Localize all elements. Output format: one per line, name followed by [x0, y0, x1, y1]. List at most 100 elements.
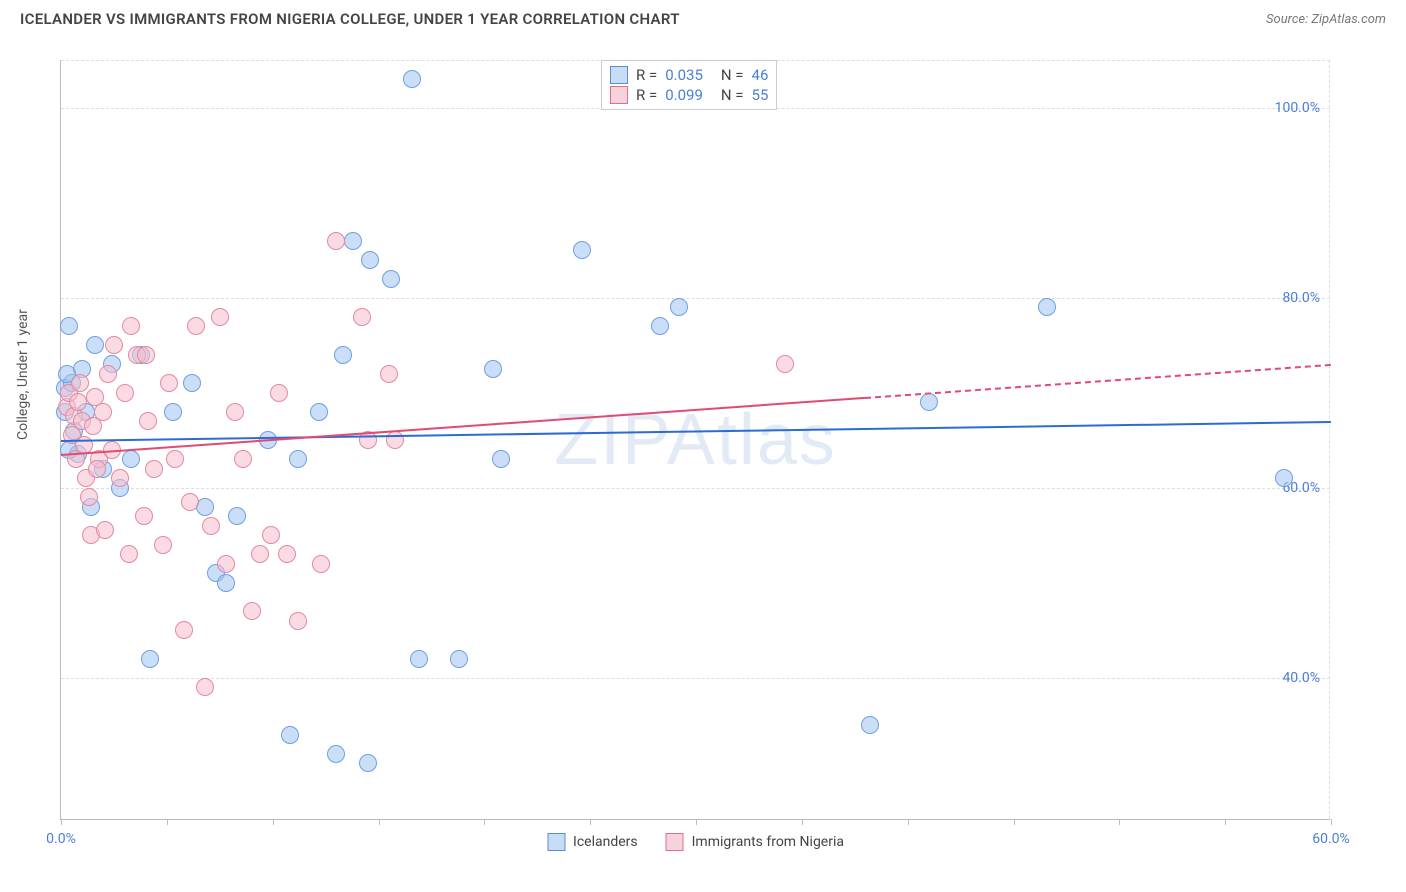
x-tick: [273, 819, 274, 825]
data-point: [1038, 298, 1056, 316]
legend-label: Immigrants from Nigeria: [692, 834, 844, 850]
legend-item: Icelanders: [547, 833, 638, 851]
data-point: [492, 450, 510, 468]
data-point: [135, 507, 153, 525]
data-point: [141, 650, 159, 668]
data-point: [187, 317, 205, 335]
source-credit: Source: ZipAtlas.com: [1266, 12, 1386, 27]
data-point: [359, 754, 377, 772]
data-point: [262, 526, 280, 544]
data-point: [80, 488, 98, 506]
n-value: 46: [752, 66, 769, 84]
legend-swatch: [666, 833, 684, 851]
n-label: N =: [721, 86, 744, 104]
data-point: [380, 365, 398, 383]
data-point: [251, 545, 269, 563]
x-tick: [379, 819, 380, 825]
legend-item: Immigrants from Nigeria: [666, 833, 844, 851]
data-point: [334, 346, 352, 364]
data-point: [450, 650, 468, 668]
data-point: [84, 417, 102, 435]
data-point: [122, 317, 140, 335]
data-point: [573, 241, 591, 259]
n-value: 55: [752, 86, 769, 104]
trend-line: [61, 397, 865, 456]
data-point: [361, 251, 379, 269]
r-label: R =: [636, 86, 657, 104]
data-point: [327, 232, 345, 250]
x-tick: [167, 819, 168, 825]
chart-container: College, Under 1 year ZIPAtlas 40.0%60.0…: [20, 40, 1386, 872]
x-tick: [1119, 819, 1120, 825]
data-point: [160, 374, 178, 392]
y-tick-label: 80.0%: [1282, 290, 1320, 306]
r-value: 0.099: [665, 86, 703, 104]
x-tick: [590, 819, 591, 825]
data-point: [99, 365, 117, 383]
data-point: [202, 517, 220, 535]
data-point: [60, 317, 78, 335]
data-point: [484, 360, 502, 378]
data-point: [278, 545, 296, 563]
x-tick: [802, 819, 803, 825]
data-point: [69, 393, 87, 411]
data-point: [312, 555, 330, 573]
x-tick: [1225, 819, 1226, 825]
data-point: [71, 374, 89, 392]
data-point: [88, 460, 106, 478]
x-tick-label: 0.0%: [46, 831, 76, 847]
data-point: [154, 536, 172, 554]
data-point: [310, 403, 328, 421]
y-tick-label: 100.0%: [1275, 100, 1320, 116]
data-point: [353, 308, 371, 326]
data-point: [175, 621, 193, 639]
data-point: [228, 507, 246, 525]
data-point: [382, 270, 400, 288]
data-point: [861, 716, 879, 734]
data-point: [289, 612, 307, 630]
data-point: [96, 521, 114, 539]
data-point: [410, 650, 428, 668]
data-point: [120, 545, 138, 563]
y-axis-label: College, Under 1 year: [15, 309, 31, 440]
data-point: [196, 678, 214, 696]
data-point: [234, 450, 252, 468]
x-tick: [1331, 819, 1332, 825]
legend-swatch: [610, 66, 628, 84]
data-point: [105, 336, 123, 354]
data-point: [243, 602, 261, 620]
correlation-legend: R =0.035N =46R =0.099N =55: [601, 60, 777, 110]
gridline: [61, 488, 1330, 489]
data-point: [137, 346, 155, 364]
trend-line: [61, 421, 1331, 442]
data-point: [122, 450, 140, 468]
data-point: [226, 403, 244, 421]
data-point: [166, 450, 184, 468]
r-value: 0.035: [665, 66, 703, 84]
data-point: [281, 726, 299, 744]
data-point: [327, 745, 345, 763]
data-point: [217, 555, 235, 573]
gridline: [61, 678, 1330, 679]
data-point: [183, 374, 201, 392]
plot-area: ZIPAtlas 40.0%60.0%80.0%100.0%0.0%60.0%R…: [60, 60, 1330, 820]
data-point: [776, 355, 794, 373]
data-point: [1275, 469, 1293, 487]
data-point: [116, 384, 134, 402]
data-point: [217, 574, 235, 592]
data-point: [920, 393, 938, 411]
data-point: [181, 493, 199, 511]
x-tick: [696, 819, 697, 825]
x-tick: [61, 819, 62, 825]
trend-line: [865, 364, 1331, 399]
data-point: [403, 70, 421, 88]
data-point: [270, 384, 288, 402]
y-tick-label: 40.0%: [1282, 670, 1320, 686]
data-point: [386, 431, 404, 449]
data-point: [211, 308, 229, 326]
x-tick: [484, 819, 485, 825]
legend-swatch: [610, 86, 628, 104]
x-tick: [1014, 819, 1015, 825]
data-point: [289, 450, 307, 468]
n-label: N =: [721, 66, 744, 84]
